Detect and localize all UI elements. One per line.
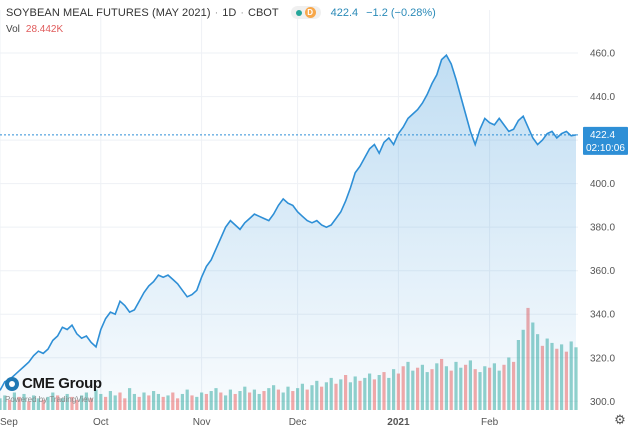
header-separator: · [214,6,219,19]
y-tick-label: 400.0 [590,179,615,190]
y-tick-label: 300.0 [590,397,615,408]
x-tick-label: Nov [193,417,211,428]
globe-icon [5,376,19,391]
price-line [0,53,577,391]
volume-value: 28.442K [25,24,64,35]
status-pill[interactable]: D [290,6,321,19]
x-tick-label: Dec [289,417,307,428]
cme-logo: CME Group [5,375,102,392]
y-tick-label: 460.0 [590,49,615,60]
logo-text: CME Group [22,375,102,392]
price-tag-countdown: 02:10:06 [586,143,625,154]
x-tick-label: 2021 [387,417,410,428]
y-tick-label: 360.0 [590,266,615,277]
header-separator: · [240,6,245,19]
gear-icon[interactable]: ⚙ [614,412,626,427]
y-axis[interactable]: 300.0320.0340.0360.0380.0400.0420.0440.0… [590,49,615,408]
y-tick-label: 340.0 [590,310,615,321]
last-price: 422.4 [330,6,359,19]
x-tick-label: Feb [481,417,499,428]
last-price-tag: 422.4 02:10:06 [583,126,628,155]
price-tag-box [583,126,628,155]
chart-header: SOYBEAN MEAL FUTURES (MAY 2021) · 1D · C… [6,6,436,19]
exchange-label: CBOT [248,6,279,19]
green-dot-icon [295,9,302,16]
price-tag-value: 422.4 [590,130,615,141]
x-tick-label: Sep [0,417,18,428]
y-tick-label: 380.0 [590,223,615,234]
symbol-title[interactable]: SOYBEAN MEAL FUTURES (MAY 2021) [6,6,211,19]
x-tick-label: Oct [93,417,109,428]
delayed-badge: D [304,7,316,18]
y-tick-label: 320.0 [590,353,615,364]
price-area [0,55,576,410]
y-tick-label: 440.0 [590,92,615,103]
interval-label[interactable]: 1D [222,6,237,19]
volume-legend: Vol 28.442K [6,24,63,35]
volume-label: Vol [6,24,20,35]
price-change: −1.2 (−0.28%) [366,6,436,19]
powered-by-text: Powered by TradingView [5,395,94,404]
x-axis[interactable]: Sep Oct Nov Dec 2021 Feb [0,417,499,428]
